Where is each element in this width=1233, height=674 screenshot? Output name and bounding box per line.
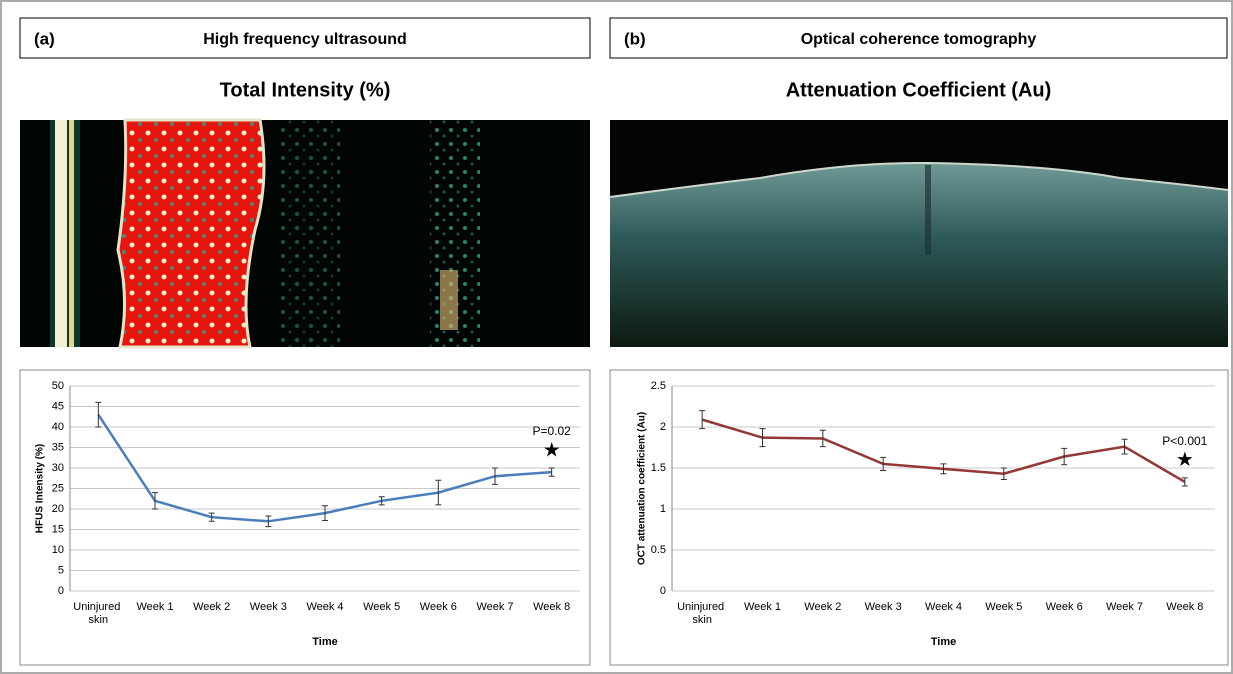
error-bar bbox=[95, 401, 102, 428]
x-tick-label: Week 4 bbox=[925, 601, 962, 613]
x-tick-label: Uninjured skin bbox=[677, 601, 727, 626]
oct-image bbox=[609, 120, 1229, 347]
ultrasound-image bbox=[20, 118, 590, 349]
y-tick-label: 1 bbox=[660, 503, 666, 515]
error-bar bbox=[265, 515, 272, 528]
panel-label: (a) bbox=[34, 29, 55, 48]
error-bar bbox=[378, 496, 385, 506]
chart-title: Attenuation Coefficient (Au) bbox=[786, 79, 1052, 101]
y-tick-label: 45 bbox=[52, 400, 64, 412]
x-tick-label: Week 1 bbox=[136, 601, 173, 613]
error-bar bbox=[1181, 477, 1188, 487]
x-tick-label: Week 8 bbox=[533, 601, 570, 613]
y-tick-label: 2 bbox=[660, 421, 666, 433]
error-bar bbox=[208, 512, 215, 522]
error-bar bbox=[322, 505, 328, 521]
y-tick-label: 30 bbox=[52, 462, 64, 474]
annotation-star: ★ bbox=[543, 439, 561, 461]
y-tick-label: 1.5 bbox=[651, 462, 666, 474]
error-bar bbox=[152, 492, 158, 510]
chart-title: Total Intensity (%) bbox=[220, 79, 391, 101]
x-tick-label: Week 5 bbox=[985, 601, 1022, 613]
panel-header-box bbox=[19, 17, 591, 59]
x-tick-label: Week 6 bbox=[1046, 601, 1083, 613]
y-tick-label: 10 bbox=[52, 544, 64, 556]
annotation: P<0.001 bbox=[1162, 434, 1207, 448]
y-axis-label: OCT attenuation coefficient (Au) bbox=[637, 412, 648, 565]
y-tick-label: 35 bbox=[52, 441, 64, 453]
y-tick-label: 2.5 bbox=[651, 380, 666, 392]
error-bar bbox=[1061, 447, 1068, 466]
error-bar bbox=[548, 467, 555, 477]
y-tick-label: 15 bbox=[52, 523, 64, 535]
x-axis-label: Time bbox=[931, 636, 956, 648]
x-tick-label: Week 1 bbox=[744, 601, 781, 613]
error-bar bbox=[940, 463, 947, 475]
error-bar bbox=[1000, 467, 1007, 480]
y-tick-label: 5 bbox=[58, 564, 64, 576]
x-tick-label: Week 6 bbox=[420, 601, 457, 613]
y-tick-label: 0 bbox=[660, 585, 666, 597]
panel-title: Optical coherence tomography bbox=[801, 31, 1037, 48]
y-axis-label: HFUS Intensity (%) bbox=[35, 444, 46, 533]
error-bar bbox=[819, 429, 826, 448]
panel-label: (b) bbox=[624, 29, 646, 48]
x-tick-label: Week 3 bbox=[865, 601, 902, 613]
error-bar bbox=[435, 479, 442, 506]
x-tick-label: Week 4 bbox=[306, 601, 343, 613]
y-tick-label: 25 bbox=[52, 482, 64, 494]
panel-title: High frequency ultrasound bbox=[203, 31, 407, 48]
x-axis-label: Time bbox=[312, 636, 337, 648]
y-tick-label: 0.5 bbox=[651, 544, 666, 556]
annotation-star: ★ bbox=[1176, 449, 1194, 471]
error-bar bbox=[759, 428, 766, 448]
y-tick-label: 20 bbox=[52, 503, 64, 515]
x-tick-label: Week 7 bbox=[476, 601, 513, 613]
panel-header-box bbox=[609, 17, 1228, 59]
x-tick-label: Uninjured skin bbox=[73, 601, 123, 626]
error-bar bbox=[699, 410, 706, 430]
x-tick-label: Week 5 bbox=[363, 601, 400, 613]
y-tick-label: 50 bbox=[52, 380, 64, 392]
x-tick-label: Week 7 bbox=[1106, 601, 1143, 613]
x-tick-label: Week 2 bbox=[804, 601, 841, 613]
x-tick-label: Week 3 bbox=[250, 601, 287, 613]
error-bar bbox=[1121, 438, 1128, 455]
y-tick-label: 40 bbox=[52, 421, 64, 433]
error-bar bbox=[880, 456, 887, 471]
chart-box bbox=[609, 369, 1229, 666]
x-tick-label: Week 2 bbox=[193, 601, 230, 613]
x-tick-label: Week 8 bbox=[1166, 601, 1203, 613]
y-tick-label: 0 bbox=[58, 585, 64, 597]
chart-box bbox=[19, 369, 591, 666]
error-bar bbox=[492, 467, 498, 485]
annotation: P=0.02 bbox=[532, 424, 571, 438]
